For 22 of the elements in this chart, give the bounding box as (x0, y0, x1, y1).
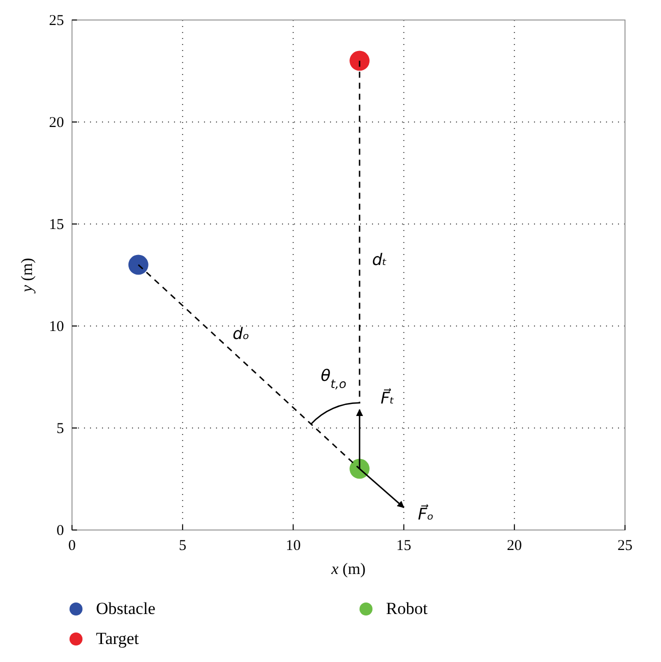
y-tick-label: 25 (49, 13, 64, 29)
y-tick-label: 20 (49, 115, 64, 131)
annotation: dₜ (372, 250, 388, 269)
annotation: θ$_{t,o}$ (320, 366, 346, 391)
legend-label: Target (96, 629, 140, 648)
y-tick-label: 0 (56, 523, 64, 539)
x-tick-label: 20 (506, 538, 522, 554)
y-axis-title: y (m) (19, 258, 36, 294)
annotation: F⃗ₜ (380, 388, 395, 408)
x-tick-label: 15 (396, 538, 412, 554)
x-tick-label: 10 (286, 538, 301, 554)
x-tick-label: 0 (68, 538, 76, 554)
x-tick-label: 25 (618, 538, 632, 554)
y-tick-label: 15 (49, 217, 64, 233)
annotation: dₒ (232, 324, 250, 343)
annotation: F⃗ₒ (418, 504, 434, 524)
x-axis-title: x (m) (330, 561, 366, 578)
x-tick-label: 5 (178, 538, 186, 554)
y-tick-label: 10 (49, 319, 64, 335)
y-tick-label: 5 (56, 421, 64, 437)
legend-label: Obstacle (96, 599, 156, 618)
legend-label: Robot (386, 599, 428, 618)
